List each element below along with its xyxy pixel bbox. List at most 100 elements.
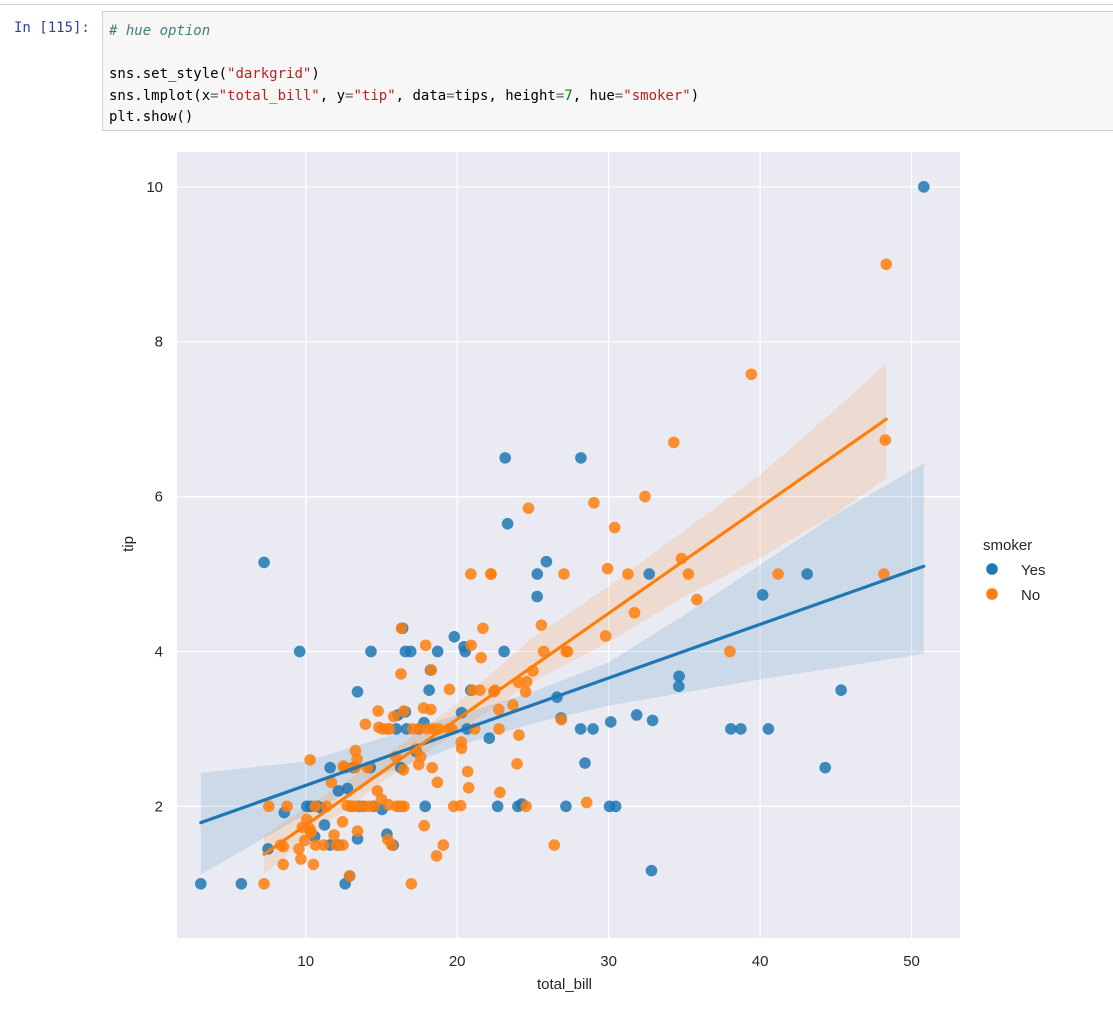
point-yes	[756, 589, 769, 601]
point-no	[745, 368, 758, 381]
x-tick-label: 50	[903, 953, 920, 970]
point-no	[309, 800, 322, 813]
point-no	[395, 622, 408, 635]
point-yes	[819, 761, 832, 774]
point-no	[317, 839, 330, 851]
point-no	[413, 723, 426, 735]
point-no	[555, 713, 568, 726]
point-yes	[575, 452, 587, 464]
cell-top-border	[0, 4, 1113, 5]
point-yes	[431, 645, 444, 658]
x-tick-label: 10	[297, 953, 314, 970]
point-no	[465, 568, 477, 580]
point-no	[520, 800, 532, 813]
point-no	[307, 858, 320, 871]
point-no	[493, 703, 505, 716]
point-yes	[423, 684, 435, 696]
point-no	[395, 668, 407, 680]
point-no	[425, 703, 437, 716]
point-no	[599, 630, 612, 642]
point-no	[537, 645, 550, 658]
code-comment: # hue option	[109, 23, 211, 39]
point-yes	[483, 732, 496, 745]
point-no	[343, 870, 356, 882]
point-yes	[501, 517, 514, 530]
point-yes	[194, 877, 207, 890]
point-yes	[404, 645, 417, 658]
point-no	[462, 781, 475, 794]
point-no	[485, 568, 497, 580]
point-yes	[725, 723, 737, 735]
point-no	[305, 826, 317, 839]
point-no	[397, 764, 410, 776]
point-no	[425, 664, 438, 676]
point-yes	[531, 568, 544, 580]
point-no	[507, 699, 519, 711]
point-yes	[587, 723, 599, 735]
point-no	[455, 742, 468, 755]
point-no	[325, 776, 338, 789]
point-yes	[258, 556, 270, 569]
point-yes	[672, 680, 685, 693]
point-yes	[630, 709, 643, 721]
point-no	[724, 645, 736, 658]
point-yes	[341, 782, 354, 795]
point-no	[474, 684, 486, 696]
point-no	[397, 705, 410, 717]
point-no	[398, 800, 410, 813]
regression-lines	[199, 417, 926, 856]
legend-marker-yes	[986, 563, 998, 575]
point-no	[667, 436, 680, 449]
point-no	[258, 877, 270, 890]
point-yes	[801, 568, 813, 580]
point-no	[520, 675, 533, 688]
point-no	[430, 850, 443, 862]
point-yes	[604, 716, 617, 728]
scatter-points	[194, 181, 930, 890]
point-yes	[645, 864, 658, 877]
point-no	[535, 619, 548, 631]
legend: smoker Yes No	[983, 537, 1045, 604]
code-cell-editor[interactable]: # hue option sns.set_style("darkgrid") s…	[102, 11, 1113, 131]
legend-title: smoker	[983, 537, 1032, 554]
point-no	[405, 877, 418, 890]
point-no	[477, 622, 489, 635]
point-yes	[540, 555, 553, 568]
point-no	[387, 710, 400, 723]
point-no	[443, 683, 456, 696]
point-no	[372, 705, 384, 717]
point-no	[519, 685, 532, 698]
point-no	[336, 816, 349, 828]
point-yes	[579, 757, 591, 769]
point-yes	[498, 645, 510, 658]
point-yes	[324, 761, 336, 774]
point-no	[295, 853, 307, 865]
point-no	[359, 718, 372, 731]
point-no	[465, 639, 477, 652]
x-tick-label: 30	[600, 953, 617, 970]
point-yes	[673, 670, 685, 683]
point-no	[548, 839, 561, 851]
point-yes	[609, 800, 622, 813]
point-no	[454, 799, 467, 812]
point-no	[513, 729, 525, 741]
point-no	[419, 639, 432, 652]
point-yes	[918, 181, 930, 193]
code-line-lmplot: sns.lmplot(x="total_bill", y="tip", data…	[109, 87, 700, 104]
cell-prompt: In [115]:	[14, 20, 90, 36]
point-no	[414, 750, 427, 763]
point-no	[426, 761, 438, 774]
point-no	[337, 839, 349, 851]
point-no	[879, 434, 892, 446]
point-no	[277, 858, 289, 871]
point-yes	[646, 714, 659, 727]
point-no	[418, 819, 430, 832]
code-text[interactable]: # hue option sns.set_style("darkgrid") s…	[109, 21, 699, 129]
point-no	[522, 502, 535, 515]
point-no	[493, 723, 505, 735]
point-no	[608, 521, 621, 534]
point-yes	[235, 877, 248, 890]
tick-labels: 10 20 30 40 50 2 4 6 8 10	[146, 179, 920, 970]
point-no	[351, 753, 363, 765]
point-no	[772, 568, 784, 580]
